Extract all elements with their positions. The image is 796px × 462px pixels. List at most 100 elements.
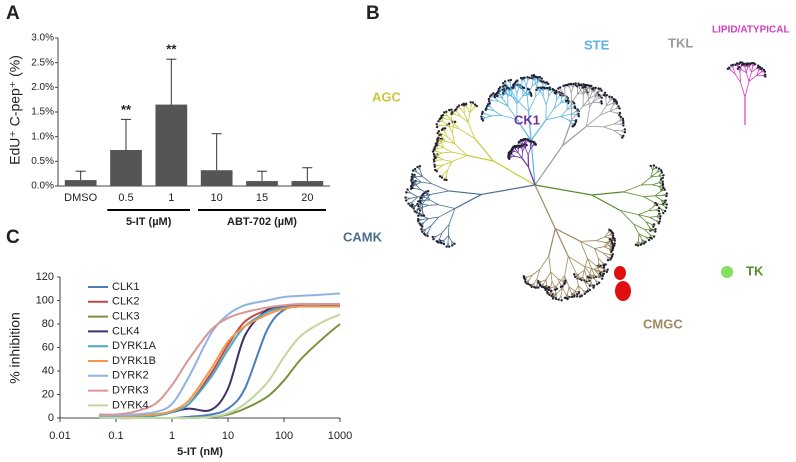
tree-branch (530, 142, 532, 146)
tree-branch (422, 176, 432, 184)
tree-branch (582, 98, 590, 107)
tree-leaf (611, 243, 615, 247)
tree-branch (605, 242, 612, 245)
tree-branch (429, 190, 449, 195)
tree-group-label: TKL (668, 35, 693, 50)
tree-branch (597, 257, 600, 264)
tree-leaf (433, 155, 436, 158)
tree-leaf (413, 167, 417, 171)
tree-leaf (662, 186, 665, 189)
tree-leaf (453, 242, 456, 246)
tree-leaf (431, 235, 434, 239)
tree-branch (551, 285, 557, 292)
tree-leaf (622, 124, 625, 127)
tree-branch (444, 118, 452, 122)
tree-leaf (661, 183, 665, 187)
tree-leaf (763, 70, 767, 73)
tree-leaf (736, 67, 740, 70)
tree-leaf (435, 240, 438, 243)
tree-group-label: TK (746, 263, 764, 278)
tree-branch (452, 132, 456, 144)
tree-branch (633, 223, 640, 235)
tree-leaf (405, 199, 408, 202)
tree-branch (583, 265, 592, 276)
tree-leaf (432, 158, 436, 161)
tree-branch (526, 85, 533, 96)
tree-leaf (661, 176, 664, 180)
tree-leaf (573, 106, 577, 110)
tree-branch (514, 88, 518, 94)
tree-branch (568, 286, 576, 292)
tree-leaf (445, 245, 448, 248)
tree-branch (596, 240, 606, 243)
y-tick-label: 3.0% (31, 33, 54, 44)
tree-branch (603, 252, 608, 258)
tree-leaf (601, 277, 604, 280)
tree-branch (534, 184, 556, 229)
tree-leaf (526, 76, 529, 79)
tree-branch (420, 189, 431, 195)
tree-leaf (613, 239, 617, 242)
tree-branch (633, 223, 645, 230)
tree-leaf (488, 102, 492, 105)
tree-branch (467, 122, 476, 139)
tree-branch (643, 196, 656, 204)
tree-leaf (431, 150, 435, 153)
tree-leaf (536, 86, 540, 90)
tree-branch (748, 72, 752, 82)
tree-leaf (738, 65, 741, 69)
tree-branch (550, 271, 553, 282)
tree-leaf (451, 244, 454, 247)
tree-branch (566, 104, 572, 110)
tree-leaf (433, 146, 436, 149)
tree-leaf (606, 259, 610, 262)
y-tick-label: 2.0% (31, 82, 54, 93)
tree-leaf (608, 95, 611, 98)
tree-branch (550, 281, 553, 288)
tree-branch (515, 156, 523, 159)
x-tick-label: 100 (275, 430, 293, 442)
tree-branch (641, 176, 652, 186)
tree-leaf (739, 61, 742, 64)
tree-branch (521, 157, 529, 168)
y-tick-label: 0 (48, 412, 54, 424)
tree-branch (439, 140, 446, 144)
tree-branch (643, 228, 651, 235)
tree-branch (567, 256, 577, 275)
tree-branch (555, 227, 581, 242)
bar (155, 104, 188, 186)
tree-branch (594, 248, 599, 259)
tree-leaf (410, 177, 414, 181)
tree-branch (594, 246, 604, 250)
tree-leaf (450, 108, 453, 111)
tree-leaf (493, 95, 497, 99)
tree-branch (449, 127, 453, 134)
tree-branch (623, 184, 642, 193)
tree-leaf (538, 76, 542, 79)
tree-leaf (663, 188, 666, 191)
tree-leaf (406, 188, 409, 191)
tree-leaf (613, 99, 616, 103)
tree-leaf (462, 103, 466, 107)
tree-leaf (547, 288, 551, 292)
tree-leaf (415, 211, 418, 214)
tree-leaf (418, 165, 422, 168)
tree-leaf (621, 117, 625, 121)
x-tick-label: 0.1 (108, 430, 123, 442)
tree-leaf (432, 238, 435, 241)
tree-leaf (503, 84, 506, 87)
tree-branch (466, 107, 471, 113)
tree-branch (604, 232, 609, 238)
tree-leaf (545, 287, 549, 290)
tree-branch (638, 214, 650, 218)
tree-branch (650, 169, 654, 178)
tree-branch (648, 206, 654, 211)
tree-branch (446, 136, 455, 144)
x-tick-label: 0.01 (49, 430, 70, 442)
tree-branch (510, 89, 517, 100)
tree-leaf (618, 114, 621, 117)
tree-branch (542, 279, 547, 285)
tree-leaf (588, 288, 592, 292)
tree-branch (756, 70, 759, 76)
tree-branch (492, 100, 499, 102)
